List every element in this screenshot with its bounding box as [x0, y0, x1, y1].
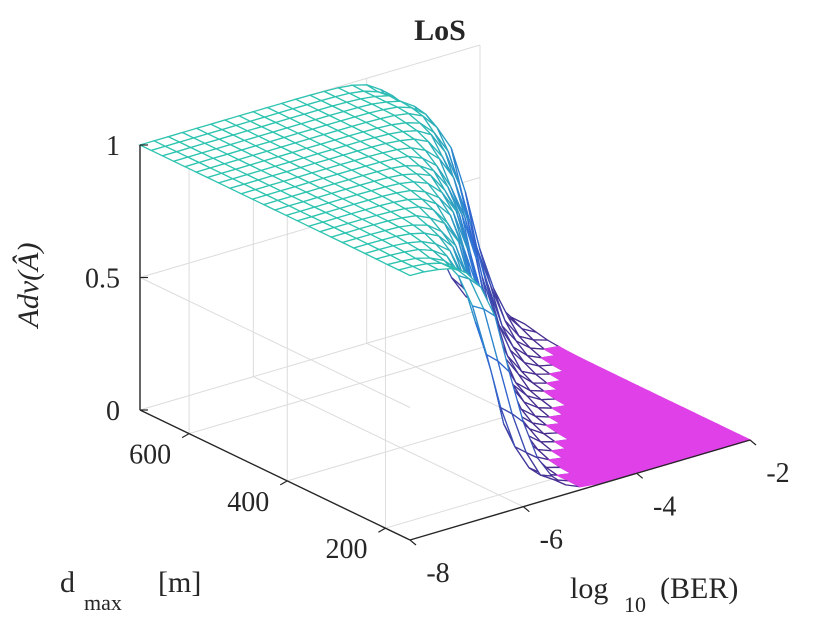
z-tick-label: 0.5 [85, 264, 120, 295]
tick-labels: -8 -6 -4 -2 200 400 600 0 0.5 1 [85, 131, 790, 589]
grid-line [188, 333, 530, 435]
x-axis-label: log 10 (BER) [570, 572, 738, 617]
x-tick-mark [522, 506, 530, 513]
z-axis-label: Adv(Â) [12, 243, 45, 330]
y-tick-mark [378, 527, 386, 533]
y-tick-label: 400 [227, 487, 269, 518]
y-axis-line [139, 409, 411, 541]
z-tick-label: 1 [106, 131, 120, 162]
x-tick-mark [409, 539, 417, 546]
y-tick-mark [181, 433, 190, 439]
x-axis-line [409, 439, 751, 541]
x-tick-label: -4 [653, 491, 676, 522]
y-tick-label: 200 [325, 534, 367, 565]
y-axis-label-sub: max [84, 590, 122, 615]
y-axis-label-rest: [m] [158, 566, 201, 599]
y-tick-label: 600 [129, 440, 171, 471]
x-tick-mark [636, 472, 644, 479]
y-axis-label-main: d [60, 566, 75, 599]
chart-title: LoS [414, 14, 466, 47]
x-tick-label: -2 [766, 458, 789, 489]
z-tick-label: 0 [106, 396, 120, 427]
x-axis-label-sub: 10 [624, 592, 646, 617]
grid-line [139, 309, 481, 411]
x-tick-mark [749, 439, 757, 446]
y-axis-label: d max [m] [60, 566, 201, 615]
x-axis-label-rest: (BER) [660, 572, 738, 605]
x-axis-label-main: log [570, 572, 608, 605]
y-tick-mark [279, 480, 288, 486]
grid-line [139, 277, 411, 408]
surface-mesh [138, 84, 752, 488]
grid-line [253, 376, 524, 508]
x-tick-label: -6 [540, 525, 563, 556]
x-tick-label: -8 [426, 558, 449, 589]
